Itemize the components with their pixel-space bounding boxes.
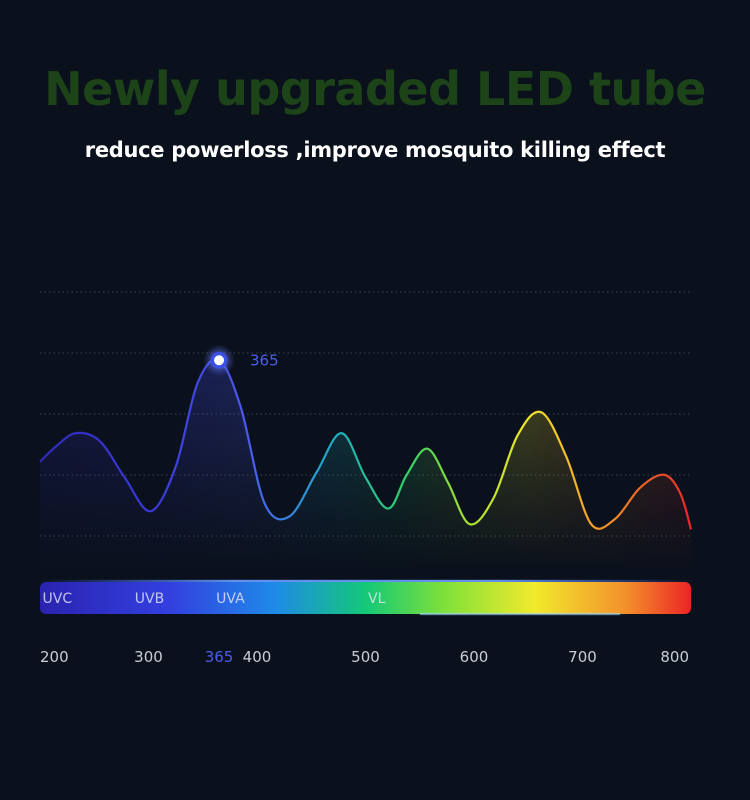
bar-bottom-glow [420,613,620,615]
x-tick-label: 200 [40,648,69,666]
band-label-uvb: UVB [135,591,164,607]
band-label-vl: VL [368,591,386,607]
x-tick-label: 300 [134,648,163,666]
band-label-uvc: UVC [43,591,73,607]
x-tick-label: 500 [351,648,380,666]
spectrum-band-bar [38,580,693,615]
bar-top-glow [38,580,693,582]
x-tick-label: 365 [205,648,234,666]
x-tick-label: 700 [568,648,597,666]
page-title: Newly upgraded LED tube [44,62,706,116]
x-tick-label: 800 [660,648,689,666]
peak-marker: 365 [203,344,279,377]
peak-label: 365 [250,351,279,369]
spectrum-area [40,359,691,570]
band-gradient-bar [40,582,691,614]
x-tick-label: 600 [460,648,489,666]
band-label-uva: UVA [216,591,245,607]
page-subtitle: reduce powerloss ,improve mosquito killi… [84,138,666,162]
peak-point [214,355,225,366]
x-tick-label: 400 [243,648,272,666]
spectrum-curve [39,358,693,530]
